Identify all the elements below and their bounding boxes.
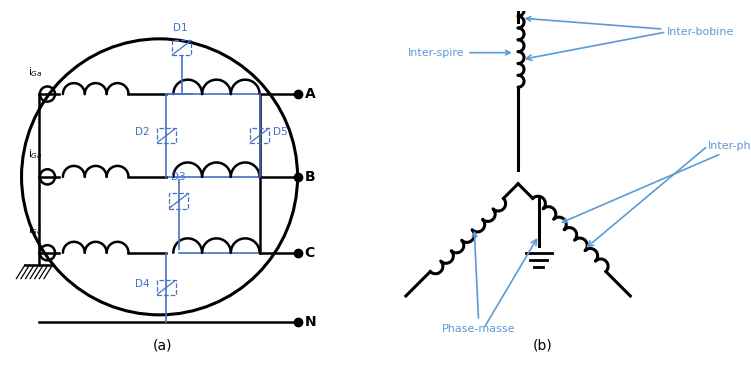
- Text: Phase-masse: Phase-masse: [442, 232, 516, 334]
- Bar: [250, 128, 269, 143]
- Text: D4: D4: [134, 279, 149, 289]
- Text: i$_{Gb}$: i$_{Gb}$: [28, 147, 43, 161]
- Text: C: C: [304, 246, 315, 260]
- Text: B: B: [304, 170, 315, 184]
- Text: D3: D3: [171, 172, 185, 182]
- Text: D1: D1: [173, 22, 188, 33]
- Text: (a): (a): [153, 339, 173, 353]
- Text: D5: D5: [273, 127, 288, 137]
- Bar: [157, 280, 176, 295]
- Text: Inter-spire: Inter-spire: [408, 48, 510, 58]
- Text: Inter-bobine: Inter-bobine: [526, 16, 734, 37]
- Bar: [173, 40, 192, 55]
- Text: A: A: [304, 87, 315, 101]
- Text: i$_{Gc}$: i$_{Gc}$: [28, 224, 43, 237]
- Bar: [157, 128, 176, 143]
- Text: N: N: [304, 315, 316, 329]
- Text: Inter-phase: Inter-phase: [562, 141, 751, 222]
- Text: (b): (b): [532, 339, 552, 353]
- Text: D2: D2: [134, 127, 149, 137]
- Text: i$_{Ga}$: i$_{Ga}$: [28, 65, 43, 78]
- Bar: [169, 194, 188, 208]
